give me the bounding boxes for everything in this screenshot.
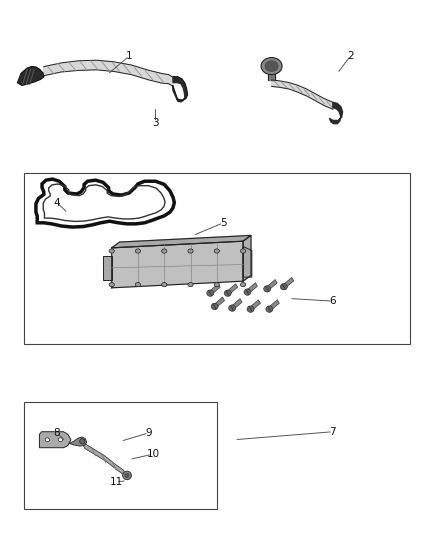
Ellipse shape bbox=[247, 306, 254, 312]
Ellipse shape bbox=[135, 249, 141, 253]
Ellipse shape bbox=[80, 439, 85, 444]
Text: 3: 3 bbox=[152, 118, 159, 127]
Ellipse shape bbox=[240, 249, 246, 253]
Bar bbox=[24, 402, 217, 509]
Polygon shape bbox=[247, 282, 258, 294]
Polygon shape bbox=[243, 246, 252, 277]
Ellipse shape bbox=[188, 249, 193, 253]
Polygon shape bbox=[39, 432, 71, 448]
Text: 8: 8 bbox=[53, 428, 60, 438]
Polygon shape bbox=[268, 300, 279, 311]
Ellipse shape bbox=[265, 61, 278, 71]
Text: 5: 5 bbox=[220, 218, 227, 228]
Polygon shape bbox=[103, 256, 112, 280]
Polygon shape bbox=[209, 284, 220, 295]
Ellipse shape bbox=[162, 282, 167, 287]
Ellipse shape bbox=[125, 473, 129, 478]
Ellipse shape bbox=[264, 286, 271, 292]
Ellipse shape bbox=[207, 290, 214, 296]
Polygon shape bbox=[272, 80, 333, 109]
Ellipse shape bbox=[135, 282, 141, 287]
Ellipse shape bbox=[244, 289, 251, 295]
Ellipse shape bbox=[240, 282, 246, 287]
Polygon shape bbox=[268, 74, 275, 80]
Text: 10: 10 bbox=[147, 449, 160, 459]
Polygon shape bbox=[250, 300, 261, 311]
Polygon shape bbox=[69, 437, 87, 446]
Ellipse shape bbox=[45, 438, 49, 441]
Ellipse shape bbox=[109, 249, 114, 253]
Polygon shape bbox=[227, 284, 238, 295]
Ellipse shape bbox=[211, 303, 218, 310]
Bar bbox=[24, 173, 410, 344]
Ellipse shape bbox=[123, 471, 131, 480]
Ellipse shape bbox=[214, 282, 219, 287]
Text: 1: 1 bbox=[126, 51, 133, 61]
Polygon shape bbox=[214, 297, 225, 308]
Polygon shape bbox=[44, 60, 173, 86]
Polygon shape bbox=[231, 298, 242, 310]
Ellipse shape bbox=[188, 282, 193, 287]
Ellipse shape bbox=[229, 305, 236, 311]
Ellipse shape bbox=[162, 249, 167, 253]
Ellipse shape bbox=[261, 58, 282, 75]
Text: 7: 7 bbox=[329, 427, 336, 437]
Polygon shape bbox=[173, 77, 187, 102]
Ellipse shape bbox=[109, 282, 114, 287]
Polygon shape bbox=[18, 67, 44, 85]
Text: 9: 9 bbox=[145, 428, 152, 438]
Text: 2: 2 bbox=[347, 51, 354, 61]
Polygon shape bbox=[112, 241, 243, 288]
Polygon shape bbox=[266, 279, 277, 290]
Polygon shape bbox=[329, 102, 343, 124]
Ellipse shape bbox=[214, 249, 219, 253]
Text: 4: 4 bbox=[53, 198, 60, 207]
Ellipse shape bbox=[266, 306, 273, 312]
Polygon shape bbox=[112, 236, 251, 248]
Ellipse shape bbox=[280, 284, 287, 290]
Text: 11: 11 bbox=[110, 477, 123, 487]
Ellipse shape bbox=[224, 290, 231, 296]
Text: 6: 6 bbox=[329, 296, 336, 306]
Polygon shape bbox=[283, 277, 294, 288]
Polygon shape bbox=[82, 442, 126, 477]
Ellipse shape bbox=[58, 438, 63, 441]
Polygon shape bbox=[243, 236, 251, 281]
